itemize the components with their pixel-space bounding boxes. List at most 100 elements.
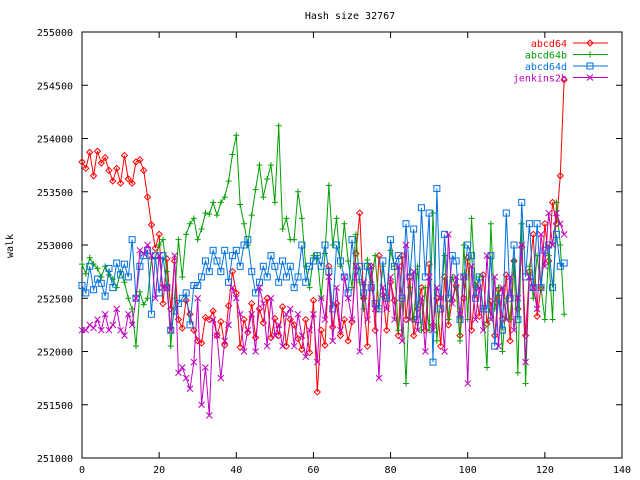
data-point	[86, 262, 94, 270]
data-point	[391, 316, 398, 323]
data-point	[255, 278, 263, 286]
data-point	[252, 289, 260, 297]
data-point	[140, 301, 147, 308]
data-point	[425, 209, 433, 217]
data-point	[529, 284, 537, 291]
data-point	[275, 278, 283, 286]
data-point	[82, 164, 90, 173]
data-point	[86, 254, 93, 261]
data-point	[248, 310, 256, 318]
data-point	[475, 273, 483, 281]
data-point	[560, 76, 568, 84]
data-point	[460, 273, 468, 281]
data-point	[263, 294, 271, 302]
data-point	[383, 305, 391, 313]
x-tick-label: 80	[385, 465, 397, 476]
data-point	[116, 179, 125, 187]
data-point	[456, 310, 464, 318]
data-point	[120, 260, 128, 268]
data-point	[472, 316, 479, 323]
data-point	[360, 305, 367, 312]
data-point	[182, 296, 190, 305]
data-point	[259, 300, 267, 307]
data-point	[121, 279, 128, 286]
data-point	[306, 262, 314, 270]
data-point	[329, 242, 336, 248]
data-point	[228, 252, 236, 260]
data-point	[174, 300, 182, 308]
data-point	[90, 261, 97, 268]
data-point	[336, 331, 345, 340]
data-point	[267, 333, 275, 342]
data-point	[271, 332, 279, 339]
data-point	[291, 236, 298, 243]
data-point	[507, 316, 514, 323]
data-point	[317, 262, 325, 270]
data-point	[499, 348, 506, 355]
data-point	[136, 288, 143, 295]
data-point	[202, 210, 209, 217]
data-point	[484, 364, 490, 371]
data-point	[79, 261, 85, 268]
data-point	[457, 337, 463, 344]
data-point	[371, 326, 379, 334]
data-point	[93, 275, 101, 283]
data-point	[506, 273, 514, 281]
data-point	[352, 231, 359, 238]
data-point	[390, 262, 398, 270]
data-point	[483, 320, 491, 328]
data-point	[332, 299, 341, 308]
data-point	[151, 252, 159, 260]
data-point	[356, 262, 364, 270]
legend-label-abcd64b: abcd64b	[525, 51, 567, 62]
data-point	[94, 265, 101, 272]
data-point	[209, 316, 217, 323]
data-point	[445, 230, 452, 238]
data-point	[541, 316, 548, 323]
data-point	[147, 221, 156, 229]
data-point	[560, 259, 568, 267]
data-point	[298, 215, 305, 222]
data-point	[101, 310, 109, 318]
data-point	[97, 159, 105, 167]
data-point	[433, 185, 441, 193]
data-point	[452, 257, 460, 265]
data-point	[340, 273, 348, 281]
y-tick-label: 254500	[37, 81, 73, 92]
data-point	[437, 342, 445, 350]
data-point	[557, 242, 564, 248]
data-point	[89, 172, 98, 180]
data-point	[502, 209, 510, 217]
data-point	[221, 337, 229, 345]
data-point	[475, 284, 483, 291]
data-point	[487, 252, 495, 260]
data-point	[464, 380, 472, 387]
data-point	[321, 341, 329, 349]
data-point	[437, 305, 445, 313]
data-point	[90, 286, 98, 294]
data-point	[205, 412, 213, 419]
data-point	[205, 268, 213, 276]
data-point	[271, 199, 278, 206]
data-point	[97, 326, 105, 334]
data-point	[183, 231, 190, 238]
data-point	[102, 263, 109, 270]
data-point	[217, 374, 225, 382]
data-point	[120, 151, 129, 160]
data-point	[360, 278, 367, 286]
data-point	[179, 273, 186, 280]
data-point	[248, 299, 256, 308]
data-point	[340, 315, 348, 324]
data-point	[217, 317, 225, 326]
data-point	[286, 305, 294, 313]
data-point	[518, 241, 526, 249]
legend-label-jenkins2b: jenkins2b	[513, 74, 567, 85]
y-tick-label: 251000	[37, 454, 73, 465]
data-point	[86, 148, 94, 157]
data-point	[525, 220, 533, 228]
data-point	[533, 312, 541, 321]
data-point	[155, 230, 163, 239]
data-point	[441, 230, 449, 238]
data-point	[124, 175, 132, 183]
data-point	[295, 188, 301, 195]
